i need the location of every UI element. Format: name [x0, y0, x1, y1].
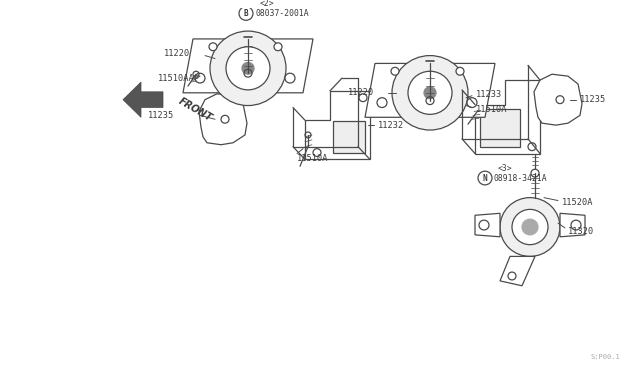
Polygon shape [123, 82, 163, 117]
Bar [480, 109, 520, 147]
Circle shape [313, 149, 321, 157]
Text: 08918-3421A: 08918-3421A [494, 173, 548, 183]
Text: 11510A: 11510A [476, 105, 508, 114]
Circle shape [209, 43, 217, 51]
Text: N: N [483, 173, 487, 183]
Circle shape [274, 43, 282, 51]
Text: 11232: 11232 [378, 121, 404, 129]
Circle shape [512, 209, 548, 245]
Circle shape [285, 73, 295, 83]
Circle shape [478, 84, 486, 92]
Text: <3>: <3> [498, 164, 513, 173]
Text: FRONT: FRONT [177, 96, 214, 123]
Text: 11320: 11320 [568, 227, 595, 237]
Polygon shape [500, 256, 535, 286]
Polygon shape [475, 80, 540, 154]
Circle shape [408, 71, 452, 114]
Text: S:P00.1: S:P00.1 [590, 354, 620, 360]
Circle shape [239, 7, 253, 20]
Circle shape [391, 67, 399, 75]
Circle shape [359, 94, 367, 102]
Circle shape [392, 55, 468, 130]
Polygon shape [305, 91, 370, 160]
Text: 11510A: 11510A [297, 154, 328, 163]
Polygon shape [183, 39, 313, 93]
Circle shape [424, 87, 436, 99]
Circle shape [195, 73, 205, 83]
Text: 11220: 11220 [348, 88, 374, 97]
Text: 08037-2001A: 08037-2001A [255, 9, 308, 18]
Bar [333, 121, 365, 153]
Circle shape [478, 171, 492, 185]
Polygon shape [560, 213, 585, 237]
Circle shape [556, 96, 564, 103]
Circle shape [377, 98, 387, 108]
Circle shape [508, 272, 516, 280]
Circle shape [242, 62, 254, 74]
Polygon shape [365, 63, 495, 117]
Text: B: B [244, 9, 248, 18]
Circle shape [571, 220, 581, 230]
Circle shape [500, 198, 560, 256]
Polygon shape [534, 74, 582, 125]
Text: 11235: 11235 [580, 95, 606, 104]
Circle shape [226, 47, 270, 90]
Polygon shape [475, 213, 500, 237]
Text: 11233: 11233 [476, 90, 502, 99]
Text: 11520A: 11520A [562, 198, 593, 207]
Circle shape [467, 98, 477, 108]
Circle shape [210, 31, 286, 106]
Circle shape [522, 219, 538, 235]
Text: <2>: <2> [260, 0, 275, 8]
Polygon shape [199, 94, 247, 145]
Circle shape [456, 67, 464, 75]
Text: 11220: 11220 [164, 49, 190, 58]
Text: 11510AA: 11510AA [158, 74, 195, 83]
Circle shape [479, 220, 489, 230]
Circle shape [528, 143, 536, 151]
Circle shape [531, 169, 539, 177]
Text: 11235: 11235 [148, 111, 174, 120]
Circle shape [221, 115, 229, 123]
